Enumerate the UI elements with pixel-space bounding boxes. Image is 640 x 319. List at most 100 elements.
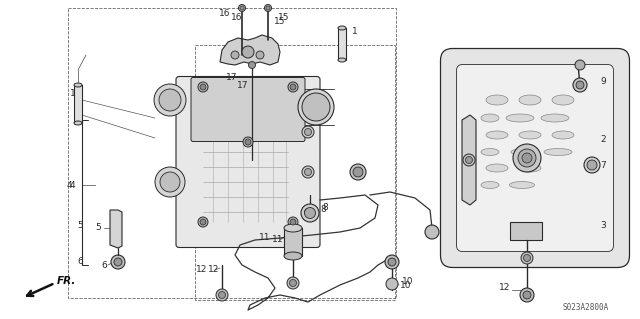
Polygon shape xyxy=(462,115,476,205)
Circle shape xyxy=(385,255,399,269)
Ellipse shape xyxy=(74,83,82,87)
Ellipse shape xyxy=(519,95,541,105)
Circle shape xyxy=(520,288,534,302)
Ellipse shape xyxy=(513,144,541,172)
Circle shape xyxy=(573,78,587,92)
Ellipse shape xyxy=(552,131,574,139)
Bar xyxy=(284,228,302,256)
Circle shape xyxy=(301,204,319,222)
Circle shape xyxy=(576,81,584,89)
Circle shape xyxy=(521,252,533,264)
Circle shape xyxy=(305,129,312,136)
Text: 15: 15 xyxy=(278,13,289,23)
Circle shape xyxy=(248,62,255,69)
Ellipse shape xyxy=(486,164,508,172)
Bar xyxy=(68,8,396,298)
Circle shape xyxy=(288,217,298,227)
Ellipse shape xyxy=(522,153,532,163)
Ellipse shape xyxy=(481,149,499,155)
Ellipse shape xyxy=(284,252,302,260)
Bar xyxy=(195,45,395,300)
Ellipse shape xyxy=(154,84,186,116)
Text: 17: 17 xyxy=(237,80,248,90)
FancyBboxPatch shape xyxy=(176,77,320,248)
Circle shape xyxy=(289,279,296,286)
Text: 17: 17 xyxy=(225,73,237,83)
Circle shape xyxy=(386,278,398,290)
Circle shape xyxy=(111,255,125,269)
Ellipse shape xyxy=(519,131,541,139)
Text: 16: 16 xyxy=(231,13,243,23)
Text: 10: 10 xyxy=(402,278,413,286)
Circle shape xyxy=(302,206,314,218)
Ellipse shape xyxy=(159,89,181,111)
Circle shape xyxy=(584,157,600,173)
Circle shape xyxy=(200,219,206,225)
Ellipse shape xyxy=(240,6,244,10)
Circle shape xyxy=(305,209,312,216)
Circle shape xyxy=(231,51,239,59)
Circle shape xyxy=(388,258,396,266)
Ellipse shape xyxy=(266,6,270,10)
Circle shape xyxy=(302,126,314,138)
Ellipse shape xyxy=(518,149,536,167)
Circle shape xyxy=(302,166,314,178)
FancyBboxPatch shape xyxy=(456,64,614,251)
Ellipse shape xyxy=(486,131,508,139)
FancyBboxPatch shape xyxy=(191,78,305,142)
Ellipse shape xyxy=(486,95,508,105)
Bar xyxy=(510,222,542,240)
Circle shape xyxy=(256,51,264,59)
Text: 15: 15 xyxy=(274,18,285,26)
Ellipse shape xyxy=(160,172,180,192)
Text: 12: 12 xyxy=(196,265,207,275)
Ellipse shape xyxy=(511,149,539,155)
Text: 11: 11 xyxy=(272,235,284,244)
FancyBboxPatch shape xyxy=(440,48,630,268)
Ellipse shape xyxy=(302,93,330,121)
Ellipse shape xyxy=(338,58,346,62)
Text: 5: 5 xyxy=(77,220,83,229)
Ellipse shape xyxy=(541,114,569,122)
Ellipse shape xyxy=(239,4,246,11)
Circle shape xyxy=(287,277,299,289)
Text: 7: 7 xyxy=(600,160,605,169)
Bar xyxy=(74,85,82,123)
Text: 6: 6 xyxy=(77,257,83,266)
Ellipse shape xyxy=(481,114,499,122)
Text: 3: 3 xyxy=(600,220,605,229)
Ellipse shape xyxy=(74,121,82,125)
Ellipse shape xyxy=(544,149,572,155)
Circle shape xyxy=(524,255,531,262)
Polygon shape xyxy=(220,35,280,65)
Text: 9: 9 xyxy=(600,78,605,86)
Circle shape xyxy=(353,167,363,177)
Circle shape xyxy=(575,60,585,70)
Ellipse shape xyxy=(284,224,302,232)
Circle shape xyxy=(523,291,531,299)
Ellipse shape xyxy=(506,114,534,122)
Ellipse shape xyxy=(264,4,271,11)
Circle shape xyxy=(198,217,208,227)
Ellipse shape xyxy=(552,95,574,105)
Ellipse shape xyxy=(298,89,334,125)
Text: 1: 1 xyxy=(70,88,76,98)
Circle shape xyxy=(587,160,597,170)
Circle shape xyxy=(305,207,316,219)
Ellipse shape xyxy=(155,167,185,197)
Circle shape xyxy=(114,258,122,266)
Text: 6: 6 xyxy=(101,261,107,270)
Ellipse shape xyxy=(519,164,541,172)
Text: 4: 4 xyxy=(67,181,72,189)
Text: 16: 16 xyxy=(218,10,230,19)
Circle shape xyxy=(290,84,296,90)
Circle shape xyxy=(305,168,312,175)
Circle shape xyxy=(200,84,206,90)
Ellipse shape xyxy=(509,182,534,189)
Text: 12: 12 xyxy=(499,284,510,293)
Bar xyxy=(338,28,346,60)
Circle shape xyxy=(465,157,472,164)
Text: 2: 2 xyxy=(600,136,605,145)
Text: 8: 8 xyxy=(320,205,326,214)
Circle shape xyxy=(242,46,254,58)
